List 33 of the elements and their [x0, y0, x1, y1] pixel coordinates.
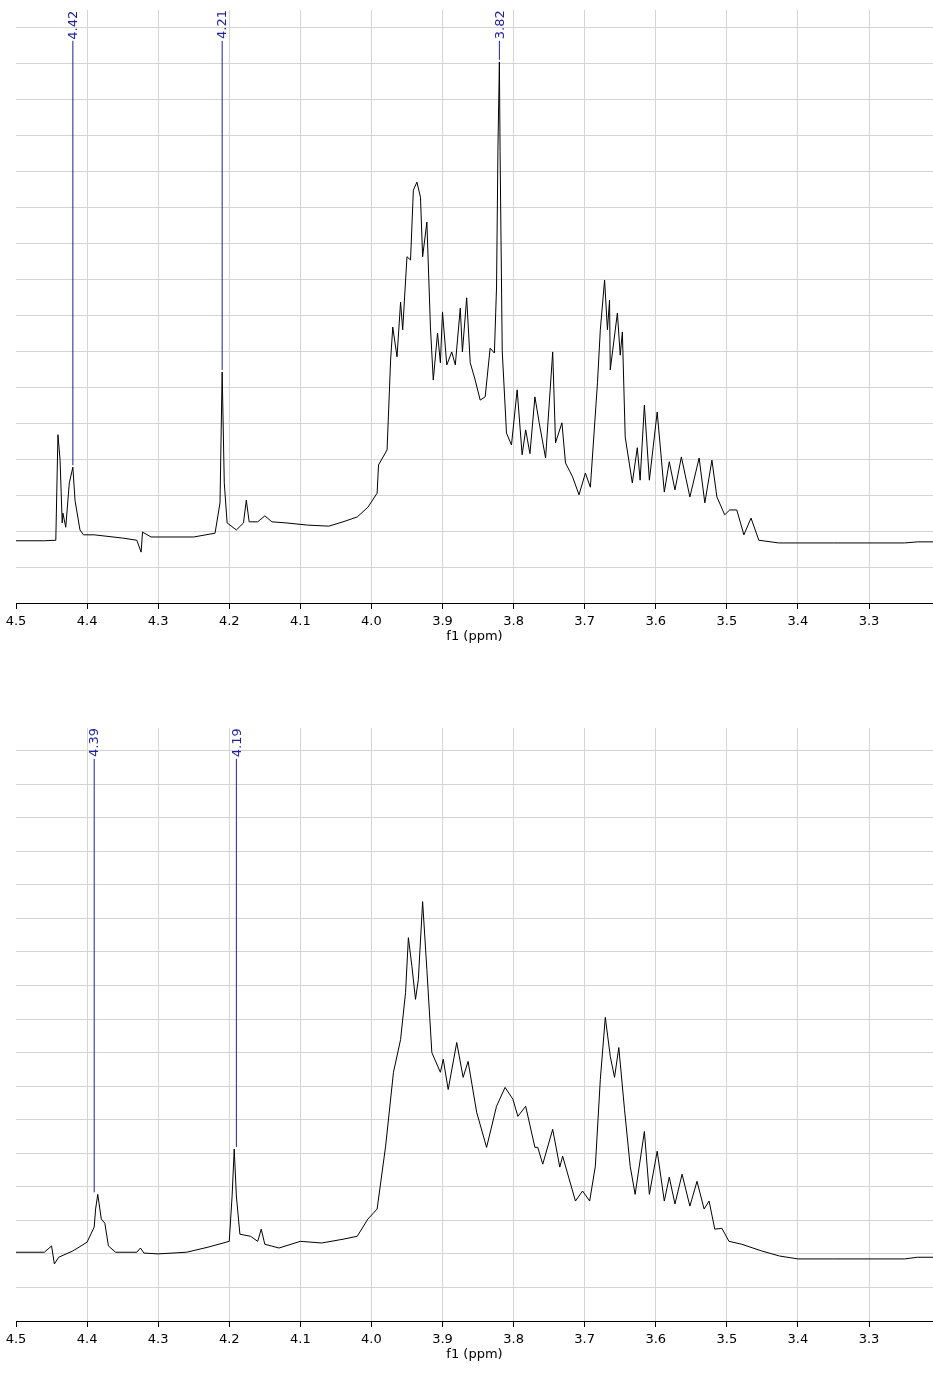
x-tick-label: 3.7	[574, 612, 596, 628]
x-tick-label: 3.8	[503, 1330, 524, 1346]
x-axis-title: f1 (ppm)	[446, 1345, 503, 1361]
x-tick-label: 3.5	[716, 1330, 738, 1346]
x-tick-label: 4.3	[147, 1330, 169, 1346]
annotation: 4.21	[214, 10, 230, 39]
x-tick-label: 3.7	[574, 1330, 596, 1346]
x-tick-label: 4.3	[147, 612, 169, 628]
annotation: 4.19	[228, 728, 244, 758]
x-tick-label: 4.1	[290, 1330, 311, 1346]
x-tick-label: 3.9	[432, 612, 453, 628]
x-tick-label: 4.5	[5, 612, 27, 628]
x-tick-label: 3.8	[503, 612, 524, 628]
x-tick-label: 4.1	[290, 612, 311, 628]
annotation: 4.39	[86, 728, 102, 758]
x-tick-label: 4.0	[361, 612, 382, 628]
x-tick-label: 3.6	[645, 612, 667, 628]
x-tick-label: 4.2	[218, 1330, 240, 1346]
x-tick-label: 3.5	[716, 612, 738, 628]
x-tick-label: 3.4	[787, 1330, 809, 1346]
x-tick-label: 4.4	[76, 1330, 98, 1346]
annotation: 3.82	[491, 10, 507, 40]
annotation: 4.42	[65, 10, 81, 40]
x-axis-title: f1 (ppm)	[446, 627, 503, 643]
x-tick-label: 3.4	[787, 612, 809, 628]
x-tick-label: 4.0	[361, 1330, 382, 1346]
x-tick-label: 4.2	[218, 612, 240, 628]
x-tick-label: 3.3	[858, 1330, 880, 1346]
x-tick-label: 4.4	[76, 612, 98, 628]
x-tick-label: 3.6	[645, 1330, 667, 1346]
x-tick-label: 3.3	[858, 612, 880, 628]
x-tick-label: 4.5	[5, 1330, 27, 1346]
x-tick-label: 3.9	[432, 1330, 453, 1346]
